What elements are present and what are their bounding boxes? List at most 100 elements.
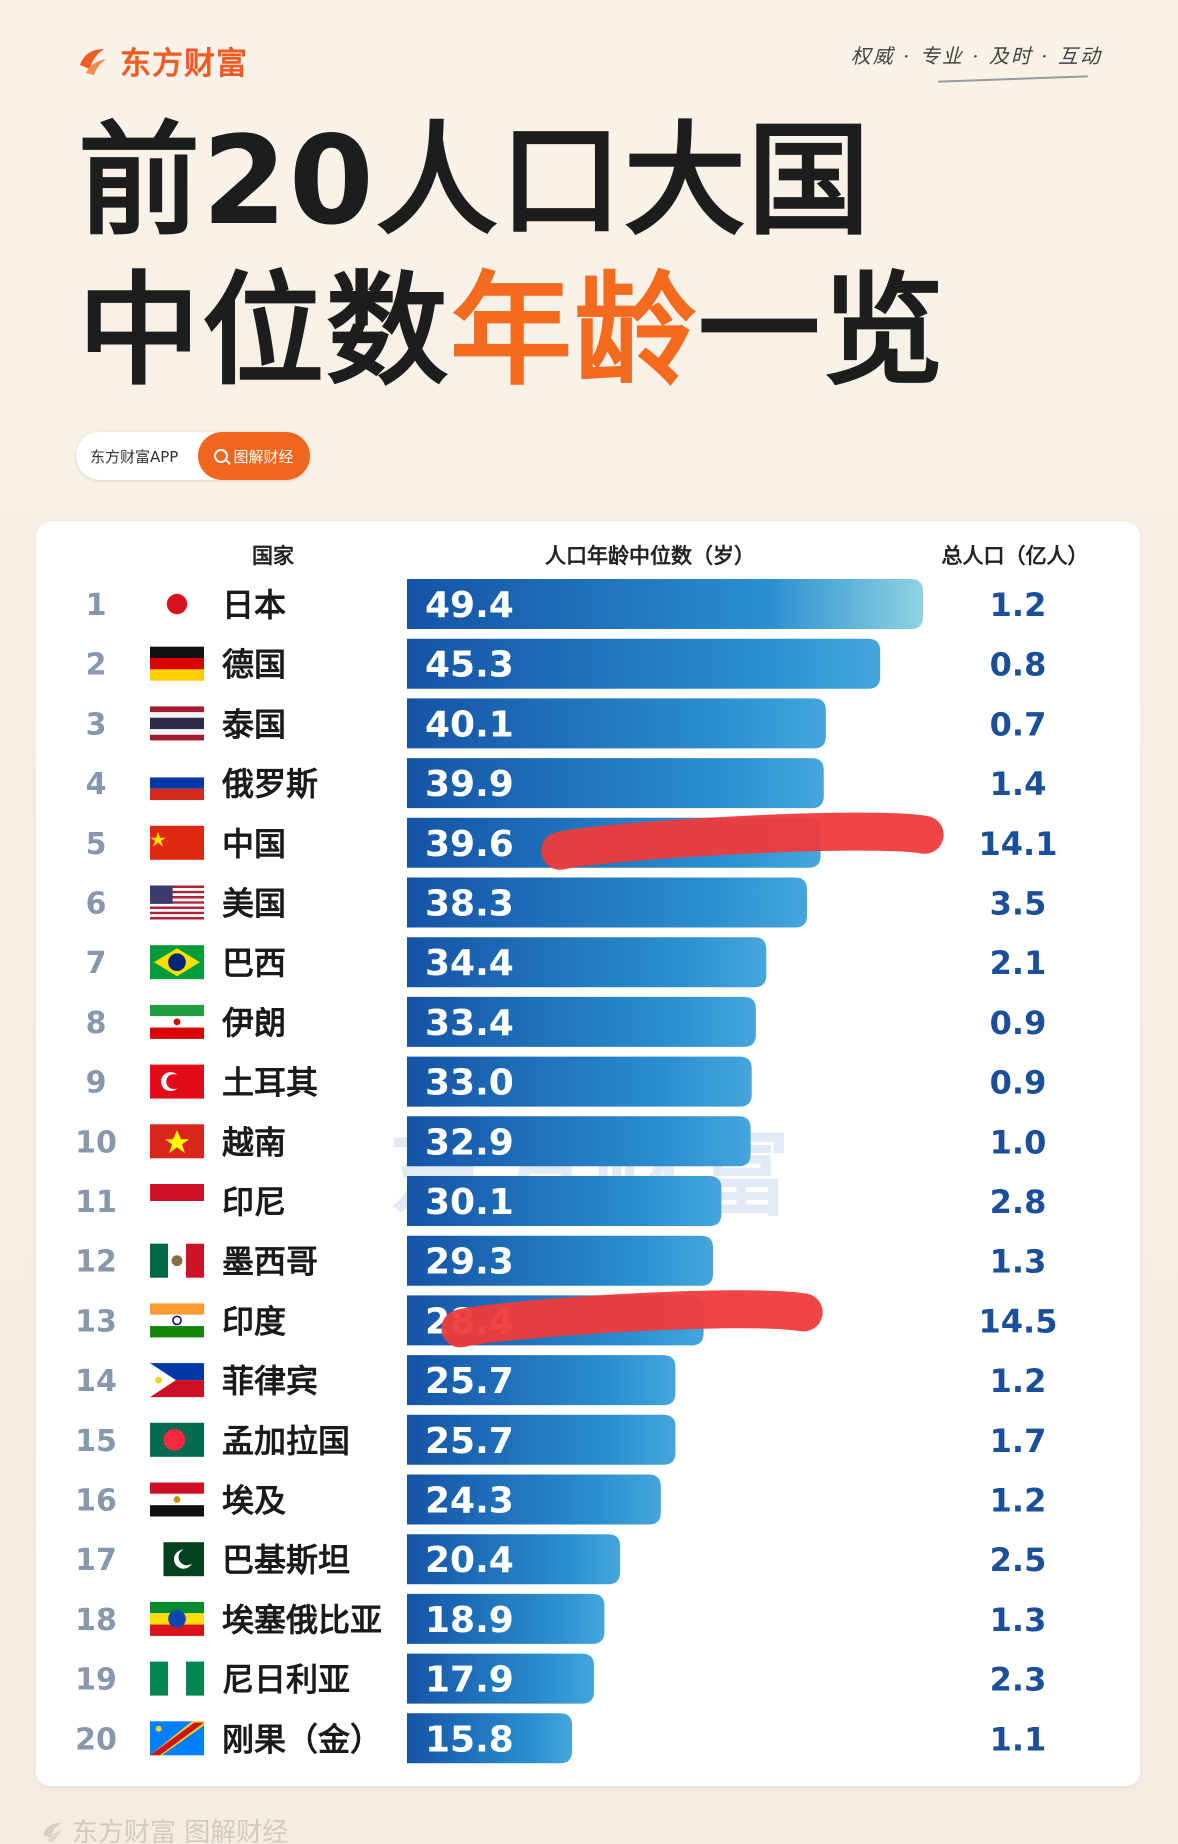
brand-header: 东方财富 <box>76 38 248 82</box>
rank-label: 19 <box>75 1663 117 1698</box>
median-age-value: 24.3 <box>425 1481 514 1522</box>
median-age-bar <box>407 1474 661 1525</box>
search-button[interactable]: 图解财经 <box>198 432 310 480</box>
median-age-bar <box>407 1056 752 1107</box>
population-value: 1.4 <box>990 765 1047 803</box>
median-age-bar <box>407 877 808 928</box>
india-flag-icon <box>150 1303 204 1338</box>
country-name: 埃塞俄比亚 <box>222 1601 382 1639</box>
rank-label: 6 <box>86 887 107 922</box>
rank-label: 13 <box>75 1304 117 1339</box>
rank-label: 18 <box>75 1603 117 1638</box>
country-name: 日本 <box>222 586 286 624</box>
russia-flag-icon <box>150 766 204 801</box>
median-age-value: 45.3 <box>425 645 514 686</box>
search-chip-text: 东方财富APP <box>90 447 179 466</box>
median-age-bar <box>407 1653 594 1704</box>
brazil-flag-icon <box>150 945 204 980</box>
median-age-bar <box>407 698 826 749</box>
country-name: 印尼 <box>222 1183 286 1221</box>
table-row: 10 越南 32.9 1.0 <box>75 1116 1047 1167</box>
table-row: 15 孟加拉国 25.7 1.7 <box>75 1414 1046 1465</box>
rank-label: 8 <box>86 1006 107 1041</box>
country-name: 越南 <box>222 1123 286 1161</box>
population-value: 1.0 <box>990 1123 1047 1161</box>
country-name: 泰国 <box>222 705 286 743</box>
country-name: 印度 <box>222 1302 286 1340</box>
mexico-flag-icon <box>150 1243 204 1278</box>
table-row: 5 中国 39.6 14.1 <box>86 812 1058 870</box>
rank-label: 17 <box>75 1543 117 1578</box>
median-age-bar <box>407 996 756 1047</box>
median-age-value: 38.3 <box>425 884 514 925</box>
median-age-bar <box>407 638 881 689</box>
median-age-value: 17.9 <box>425 1660 514 1701</box>
population-value: 0.9 <box>990 1064 1047 1102</box>
rank-label: 12 <box>75 1245 117 1280</box>
search-icon <box>214 449 229 463</box>
table-row: 9 土耳其 33.0 0.9 <box>86 1056 1047 1107</box>
table-row: 7 巴西 34.4 2.1 <box>86 937 1047 988</box>
rank-label: 11 <box>75 1185 117 1220</box>
search-chip[interactable]: 东方财富APP 图解财经 <box>76 432 310 480</box>
median-age-bar <box>407 1176 722 1226</box>
title-prefix: 中位数 <box>78 260 450 402</box>
median-age-bar <box>407 937 767 988</box>
brand-slogan: 权威 · 专业 · 及时 · 互动 <box>850 44 1102 68</box>
country-name: 德国 <box>222 646 286 684</box>
country-name: 刚果（金） <box>222 1720 382 1758</box>
country-name: 墨西哥 <box>222 1243 318 1281</box>
country-name: 巴基斯坦 <box>222 1541 350 1579</box>
table-row: 13 印度 28.4 14.5 <box>75 1290 1058 1348</box>
median-age-value: 32.9 <box>425 1122 514 1163</box>
median-age-value: 30.1 <box>425 1182 514 1223</box>
median-age-value: 39.6 <box>425 824 514 865</box>
page-title-line-1: 前20人口大国 <box>78 110 872 252</box>
rank-label: 3 <box>86 707 107 742</box>
median-age-value: 33.4 <box>425 1003 514 1044</box>
country-name: 菲律宾 <box>222 1362 318 1400</box>
table-row: 17 巴基斯坦 20.4 2.5 <box>75 1534 1046 1585</box>
country-name: 美国 <box>222 885 286 923</box>
column-header-country: 国家 <box>252 544 294 568</box>
pakistan-flag-icon <box>150 1542 204 1577</box>
median-age-bar <box>407 1235 714 1286</box>
median-age-value: 33.0 <box>425 1063 514 1104</box>
country-name: 土耳其 <box>222 1064 318 1102</box>
table-row: 14 菲律宾 25.7 1.2 <box>75 1355 1046 1406</box>
usa-flag-icon <box>150 885 204 920</box>
median-age-value: 18.9 <box>425 1600 514 1641</box>
germany-flag-icon <box>150 646 204 681</box>
population-value: 2.8 <box>990 1183 1047 1221</box>
brand-logo-icon <box>80 49 106 75</box>
rank-label: 2 <box>86 648 107 683</box>
rank-label: 10 <box>75 1125 117 1160</box>
bangladesh-flag-icon <box>150 1422 204 1457</box>
median-age-bar <box>407 1534 621 1585</box>
table-row: 6 美国 38.3 3.5 <box>86 877 1046 928</box>
median-age-bar <box>407 1355 676 1406</box>
rank-label: 9 <box>86 1066 107 1101</box>
median-age-bar <box>407 758 824 809</box>
rank-label: 5 <box>86 827 107 862</box>
nigeria-flag-icon <box>150 1661 204 1696</box>
table-row: 4 俄罗斯 39.9 1.4 <box>86 758 1047 809</box>
population-value: 1.3 <box>990 1601 1047 1639</box>
rank-label: 16 <box>75 1484 117 1519</box>
brand-name: 东方财富 <box>120 45 248 82</box>
population-value: 14.5 <box>979 1302 1058 1340</box>
country-name: 巴西 <box>222 944 286 982</box>
population-value: 2.1 <box>990 944 1047 982</box>
table-row: 20 刚果（金） 15.8 1.1 <box>75 1713 1046 1764</box>
page-title-line-2: 中位数年龄一览 <box>78 270 946 392</box>
rank-label: 15 <box>75 1424 117 1459</box>
median-age-bar <box>407 1414 676 1465</box>
column-header-median-age: 人口年龄中位数（岁） <box>545 544 755 568</box>
median-age-bar <box>407 1713 573 1764</box>
population-value: 14.1 <box>979 825 1058 863</box>
median-age-bar <box>407 1593 605 1644</box>
table-row: 18 埃塞俄比亚 18.9 1.3 <box>75 1593 1047 1644</box>
iran-flag-icon <box>150 1004 204 1039</box>
